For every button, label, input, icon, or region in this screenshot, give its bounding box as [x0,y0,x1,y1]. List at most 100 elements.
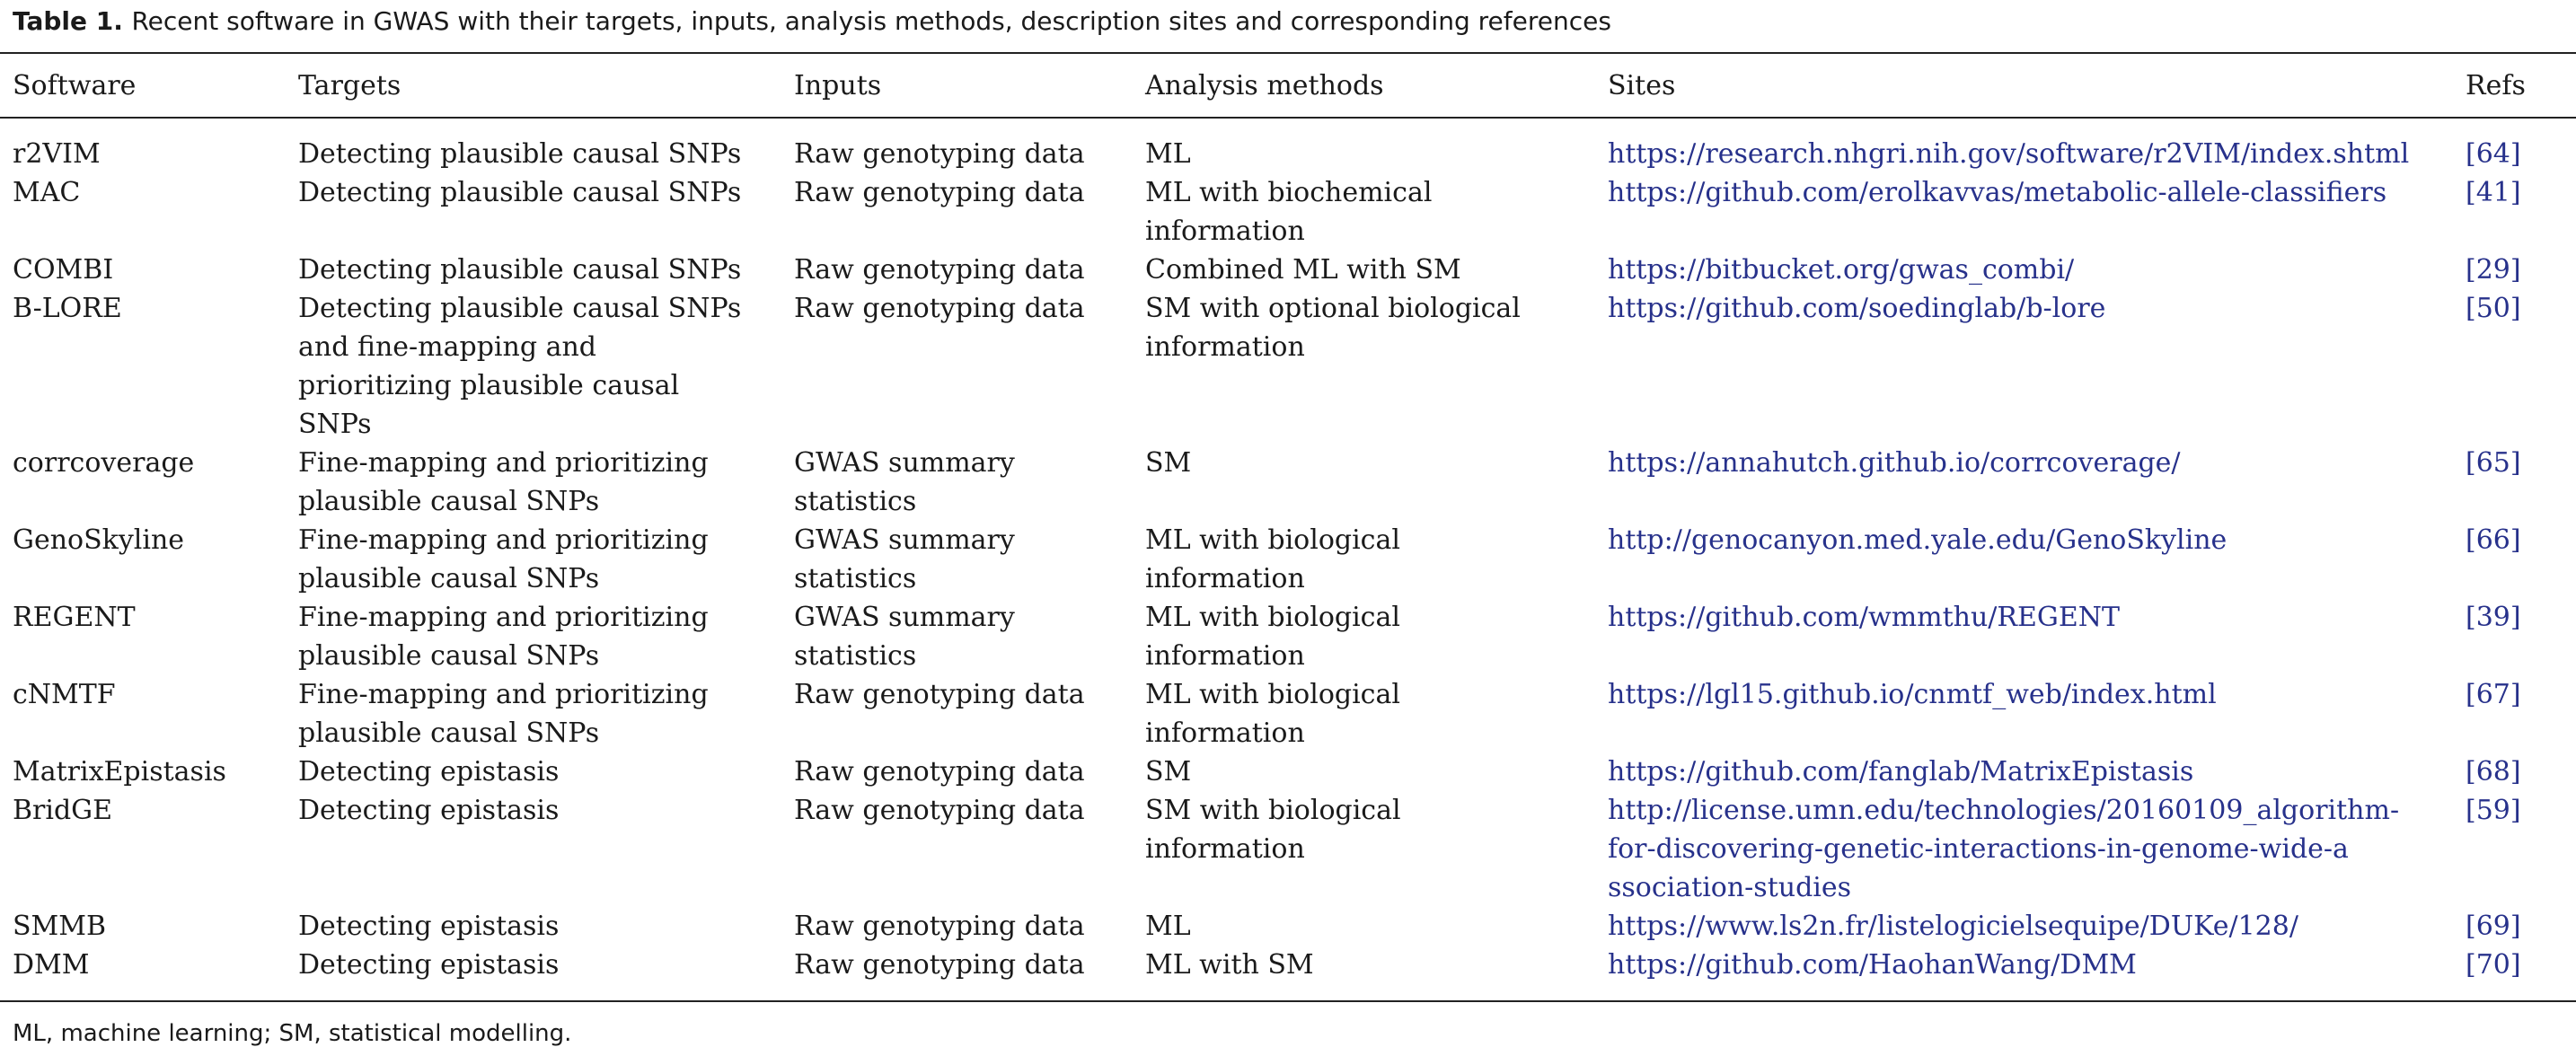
cell-methods: SM with biological information [1145,791,1594,868]
cell-ref-line: [50] [2466,293,2521,324]
cell-methods: ML [1145,135,1594,173]
cell-site-line[interactable]: https://research.nhgri.nih.gov/software/… [1608,138,2410,170]
cell-ref: [41] [2466,173,2555,212]
cell-ref-line: [70] [2466,949,2521,981]
cell-targets: Fine-mapping and prioritizing plausible c… [298,675,765,752]
cell-targets: Fine-mapping and prioritizing plausible c… [298,444,765,521]
cell-software-line: GenoSkyline [13,524,185,556]
cell-software-line: MAC [13,177,81,208]
table-label: Table 1. [13,6,123,36]
cell-inputs: Raw genotyping data [794,251,1135,289]
cell-targets: Fine-mapping and prioritizing plausible c… [298,598,765,675]
cell-inputs-line: GWAS summary [794,524,1015,556]
cell-targets-line: Fine-mapping and prioritizing [298,524,709,556]
cell-methods: ML with biological information [1145,598,1594,675]
cell-targets-line: Detecting plausible causal SNPs [298,293,742,324]
cell-methods-line: ML with SM [1145,949,1314,981]
cell-ref: [66] [2466,521,2555,559]
cell-software: corrcoverage [13,444,282,482]
cell-site-line[interactable]: http://license.umn.edu/technologies/2016… [1608,795,2400,826]
cell-site[interactable]: https://bitbucket.org/gwas_combi/ [1608,251,2434,289]
cell-targets-line: Detecting epistasis [298,949,560,981]
cell-software: DMM [13,946,282,984]
cell-methods-line: SM [1145,756,1192,788]
cell-methods: SM [1145,444,1594,482]
cell-targets-line: Detecting epistasis [298,756,560,788]
cell-targets-line: Fine-mapping and prioritizing [298,447,709,479]
cell-inputs-line: Raw genotyping data [794,254,1085,286]
cell-inputs-line: statistics [794,640,917,672]
cell-inputs-line: GWAS summary [794,447,1015,479]
cell-software: REGENT [13,598,282,637]
cell-site-line[interactable]: https://github.com/soedinglab/b-lore [1608,293,2106,324]
cell-ref-line: [41] [2466,177,2521,208]
cell-site[interactable]: https://github.com/HaohanWang/DMM [1608,946,2434,984]
cell-targets-line: plausible causal SNPs [298,640,600,672]
cell-targets-line: and fine-mapping and [298,331,596,363]
cell-site-line[interactable]: https://github.com/HaohanWang/DMM [1608,949,2137,981]
cell-software-line: corrcoverage [13,447,195,479]
cell-site[interactable]: http://genocanyon.med.yale.edu/GenoSkyli… [1608,521,2434,559]
cell-methods: ML [1145,907,1594,946]
cell-ref-line: [68] [2466,756,2521,788]
cell-methods-line: Combined ML with SM [1145,254,1461,286]
top-rule [0,52,2576,54]
cell-targets-line: Fine-mapping and prioritizing [298,679,709,710]
cell-software-line: BridGE [13,795,113,826]
cell-software-line: DMM [13,949,90,981]
cell-methods-line: ML [1145,911,1191,942]
cell-site[interactable]: https://github.com/wmmthu/REGENT [1608,598,2434,637]
cell-software: GenoSkyline [13,521,282,559]
cell-targets-line: plausible causal SNPs [298,563,600,594]
cell-site-line[interactable]: https://github.com/fanglab/MatrixEpistas… [1608,756,2194,788]
cell-site-line[interactable]: https://github.com/erolkavvas/metabolic-… [1608,177,2387,208]
cell-site-line[interactable]: https://github.com/wmmthu/REGENT [1608,602,2120,633]
cell-ref-line: [39] [2466,602,2521,633]
cell-site[interactable]: https://github.com/erolkavvas/metabolic-… [1608,173,2434,212]
cell-software-line: REGENT [13,602,136,633]
cell-ref-line: [65] [2466,447,2521,479]
cell-inputs: Raw genotyping data [794,289,1135,328]
cell-site-line[interactable]: http://genocanyon.med.yale.edu/GenoSkyli… [1608,524,2228,556]
cell-methods-line: ML with biochemical [1145,177,1433,208]
cell-site-line[interactable]: https://www.ls2n.fr/listelogicielsequipe… [1608,911,2298,942]
cell-inputs: Raw genotyping data [794,675,1135,714]
cell-targets-line: Detecting epistasis [298,795,560,826]
cell-site[interactable]: https://lgl15.github.io/cnmtf_web/index.… [1608,675,2434,714]
cell-targets-line: Detecting epistasis [298,911,560,942]
cell-ref-line: [69] [2466,911,2521,942]
cell-software: COMBI [13,251,282,289]
cell-targets: Detecting epistasis [298,907,765,946]
cell-inputs: GWAS summary statistics [794,598,1135,675]
cell-inputs-line: Raw genotyping data [794,949,1085,981]
cell-site-line[interactable]: for-discovering-genetic-interactions-in-… [1608,833,2349,865]
table-title: Recent software in GWAS with their targe… [131,6,1611,36]
cell-site-line[interactable]: ssociation-studies [1608,872,1852,903]
cell-methods-line: SM with biological [1145,795,1401,826]
cell-site[interactable]: http://license.umn.edu/technologies/2016… [1608,791,2434,907]
cell-site[interactable]: https://github.com/soedinglab/b-lore [1608,289,2434,328]
cell-ref: [59] [2466,791,2555,830]
cell-methods-line: ML with biological [1145,524,1400,556]
cell-inputs: Raw genotyping data [794,135,1135,173]
cell-inputs: Raw genotyping data [794,946,1135,984]
cell-methods-line: ML with biological [1145,679,1400,710]
cell-site[interactable]: https://www.ls2n.fr/listelogicielsequipe… [1608,907,2434,946]
cell-inputs-line: Raw genotyping data [794,177,1085,208]
cell-targets: Detecting epistasis [298,752,765,791]
cell-targets-line: Detecting plausible causal SNPs [298,254,742,286]
cell-site[interactable]: https://github.com/fanglab/MatrixEpistas… [1608,752,2434,791]
table-caption: Table 1. Recent software in GWAS with th… [13,2,1611,41]
cell-site[interactable]: https://research.nhgri.nih.gov/software/… [1608,135,2434,173]
cell-inputs: GWAS summary statistics [794,521,1135,598]
cell-methods: Combined ML with SM [1145,251,1594,289]
cell-site-line[interactable]: https://annahutch.github.io/corrcoverage… [1608,447,2181,479]
cell-targets-line: SNPs [298,409,372,440]
cell-targets: Fine-mapping and prioritizing plausible c… [298,521,765,598]
cell-site-line[interactable]: https://lgl15.github.io/cnmtf_web/index.… [1608,679,2217,710]
cell-inputs-line: Raw genotyping data [794,679,1085,710]
header-targets: Targets [298,70,401,101]
cell-site[interactable]: https://annahutch.github.io/corrcoverage… [1608,444,2434,482]
cell-site-line[interactable]: https://bitbucket.org/gwas_combi/ [1608,254,2075,286]
cell-inputs-line: statistics [794,563,917,594]
